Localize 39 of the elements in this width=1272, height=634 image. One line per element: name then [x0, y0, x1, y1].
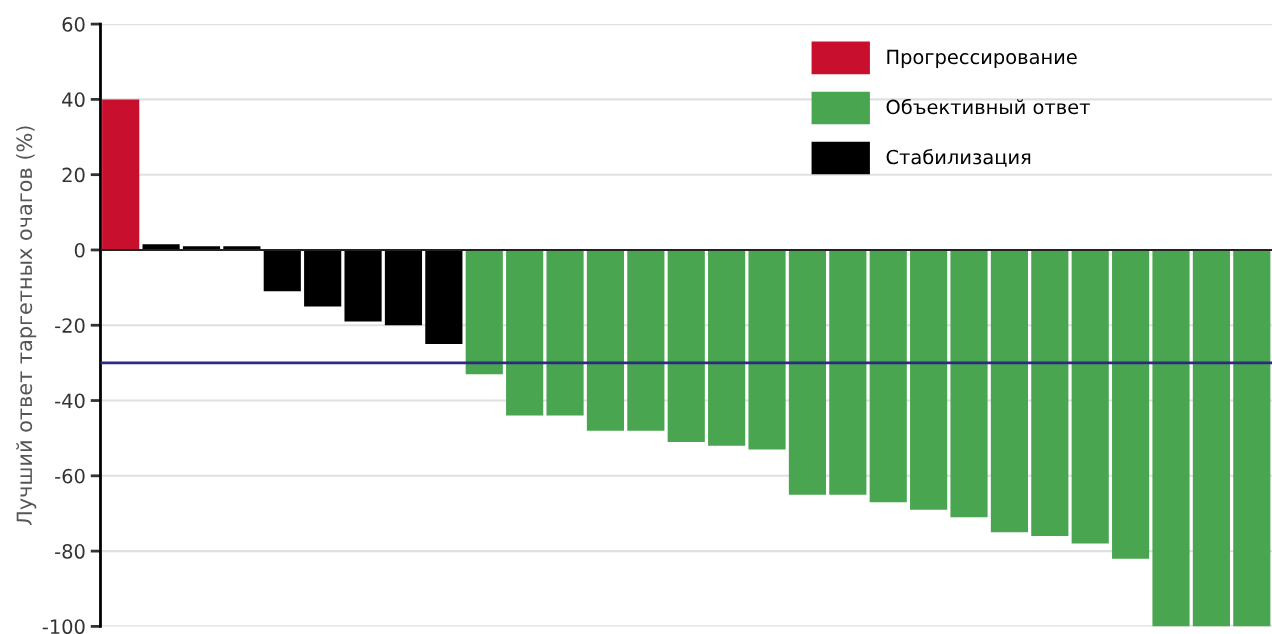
bar [586, 249, 625, 431]
bar [384, 249, 423, 326]
bar [465, 249, 503, 375]
bar [546, 249, 584, 416]
bar [1233, 249, 1271, 627]
legend-label: Прогрессирование [887, 49, 1077, 68]
bar [788, 249, 827, 495]
y-tick-label: 0 [74, 242, 85, 258]
bar [506, 249, 544, 416]
bar [869, 249, 907, 503]
y-tick-label: -100 [42, 619, 85, 634]
y-tick-label: -40 [55, 393, 85, 409]
bar [1031, 249, 1069, 537]
y-tick-label: -80 [55, 544, 85, 559]
bar [344, 249, 382, 322]
bar [1071, 249, 1109, 544]
bar [425, 249, 463, 345]
bar [829, 249, 867, 495]
y-tick-label: 40 [62, 92, 85, 108]
bar [304, 249, 342, 307]
y-tick-label: 60 [62, 17, 85, 32]
bar [950, 249, 988, 518]
bar [1192, 249, 1230, 627]
y-tick-label: -60 [55, 468, 85, 484]
bar [1112, 249, 1150, 559]
bar [263, 249, 301, 292]
y-tick-label: 20 [62, 167, 85, 183]
y-tick-label: -20 [55, 318, 85, 333]
bar [667, 249, 705, 442]
legend-label: Объективный ответ [886, 98, 1090, 115]
bar [1152, 249, 1190, 627]
bar [627, 249, 665, 431]
bar [102, 99, 140, 250]
y-axis-title: Лучший ответ таргетных очагов (%) [16, 126, 37, 526]
bar [748, 249, 786, 450]
bar [990, 249, 1028, 533]
bar [708, 249, 746, 446]
bar [910, 249, 948, 510]
legend-label: Стабилизация [886, 148, 1031, 167]
